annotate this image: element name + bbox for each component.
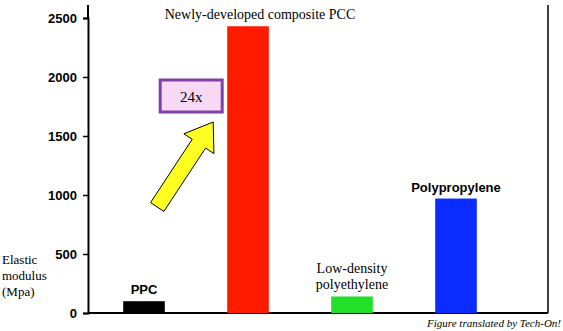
y-tick-label: 1500 xyxy=(48,129,77,144)
y-tick: 0 xyxy=(70,306,88,321)
bar xyxy=(435,199,477,313)
y-tick: 1000 xyxy=(48,188,88,203)
y-tick-label: 500 xyxy=(55,247,77,262)
y-tick-label: 2000 xyxy=(48,70,77,85)
y-axis-title: Elasticmodulus(Mpa) xyxy=(2,252,47,299)
category-label: Low-densitypolyethylene xyxy=(316,261,388,292)
annotation-box xyxy=(160,80,222,112)
bar xyxy=(123,301,165,313)
y-tick: 2500 xyxy=(48,11,88,26)
y-tick-mark xyxy=(83,77,88,79)
chart: 0 500 1000 1500 2000 2500 PPC Newly-developed c… xyxy=(0,0,563,331)
category-label: Polypropylene xyxy=(411,180,501,195)
credit: Figure translated by Tech-On! xyxy=(426,317,561,329)
frame-right xyxy=(547,5,549,313)
annotation: 24x xyxy=(180,89,203,105)
arrow xyxy=(151,122,214,211)
y-tick: 500 xyxy=(55,247,88,262)
y-tick-label: 2500 xyxy=(48,11,77,26)
bars xyxy=(123,26,477,313)
y-axis-line-extension xyxy=(87,5,89,18)
y-tick-label: 0 xyxy=(70,306,77,321)
y-tick-mark xyxy=(83,195,88,197)
y-tick: 2000 xyxy=(48,70,88,85)
y-tick-mark xyxy=(83,136,88,138)
y-axis: 0 500 1000 1500 2000 2500 xyxy=(48,5,88,321)
y-tick: 1500 xyxy=(48,129,88,144)
y-tick-label: 1000 xyxy=(48,188,77,203)
y-tick-mark xyxy=(83,313,88,315)
y-axis-line xyxy=(83,19,89,314)
bar xyxy=(227,26,269,313)
y-tick-mark xyxy=(83,254,88,256)
bar xyxy=(331,296,373,313)
category-label: Newly-developed composite PCC xyxy=(165,7,356,22)
category-label: PPC xyxy=(131,282,158,297)
